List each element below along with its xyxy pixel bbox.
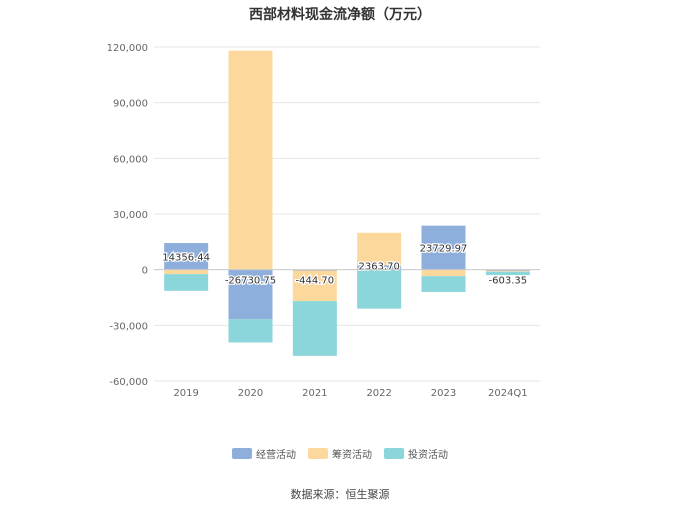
x-tick-label: 2020 (238, 388, 263, 399)
chart-canvas: 14356.44 -26730.75 -444.70 2363.70 23729.97 -… (107, 43, 540, 399)
y-tick-label: 30,000 (113, 210, 148, 221)
data-label: 23729.97 (420, 244, 468, 255)
bar-经营活动-2020[interactable] (228, 269, 273, 320)
x-tick-label: 2024Q1 (488, 388, 528, 399)
x-tick-label: 2023 (431, 388, 456, 399)
bar-投资活动-2022[interactable] (357, 269, 402, 309)
x-tick-label: 2021 (302, 388, 327, 399)
legend-label: 筹资活动 (332, 450, 372, 461)
legend-item[interactable]: 经营活动 (232, 446, 296, 461)
label-layer: 14356.44 -26730.75 -444.70 2363.70 23729.97 -… (161, 242, 528, 288)
legend-swatch (232, 448, 252, 459)
x-tick-label: 2022 (366, 388, 391, 399)
data-label: -444.70 (296, 276, 335, 287)
y-tick-label: -30,000 (109, 321, 148, 332)
bar-筹资活动-2024Q1[interactable] (485, 270, 530, 272)
y-tick-label: -60,000 (109, 377, 148, 388)
bar-经营活动-2023[interactable] (421, 225, 466, 270)
data-label: -603.35 (489, 276, 528, 287)
bar-投资活动-2023[interactable] (421, 276, 466, 292)
axis-layer: 120,000 90,000 60,000 30,000 0 -30,000 -60,000… (107, 43, 540, 399)
grid-layer (154, 46, 540, 382)
legend-label: 投资活动 (408, 450, 448, 461)
bar-投资活动-2021[interactable] (292, 301, 337, 356)
bar-经营活动-2022[interactable] (357, 265, 402, 270)
bar-筹资活动-2021[interactable] (292, 270, 337, 302)
bar-投资活动-2019[interactable] (164, 274, 209, 291)
data-source-note: 数据来源：恒生聚源 (290, 488, 390, 501)
y-tick-label: 120,000 (107, 43, 148, 54)
data-label: 2363.70 (358, 262, 399, 273)
bar-投资活动-2024Q1[interactable] (485, 271, 530, 276)
bar-筹资活动-2020[interactable] (228, 50, 273, 270)
bar-筹资活动-2019[interactable] (164, 269, 209, 275)
bar-筹资活动-2023[interactable] (421, 269, 466, 277)
bar-投资活动-2020[interactable] (228, 319, 273, 343)
legend: 经营活动 筹资活动 投资活动 (0, 446, 680, 461)
legend-item[interactable]: 投资活动 (384, 446, 448, 461)
legend-item[interactable]: 筹资活动 (308, 446, 372, 461)
legend-swatch (384, 448, 404, 459)
bar-经营活动-2024Q1[interactable] (485, 269, 530, 271)
bar-筹资活动-2022[interactable] (357, 232, 402, 266)
legend-label: 经营活动 (256, 450, 296, 461)
bar-经营活动-2019[interactable] (164, 243, 209, 270)
data-label: 14356.44 (162, 252, 210, 263)
x-tick-label: 2019 (173, 388, 198, 399)
y-tick-label: 90,000 (113, 99, 148, 110)
y-tick-label: 0 (142, 266, 148, 277)
y-tick-label: 60,000 (113, 154, 148, 165)
bar-layer (164, 50, 530, 356)
legend-swatch (308, 448, 328, 459)
chart-title: 西部材料现金流净额（万元） (249, 7, 431, 23)
data-label: -26730.75 (225, 276, 276, 287)
